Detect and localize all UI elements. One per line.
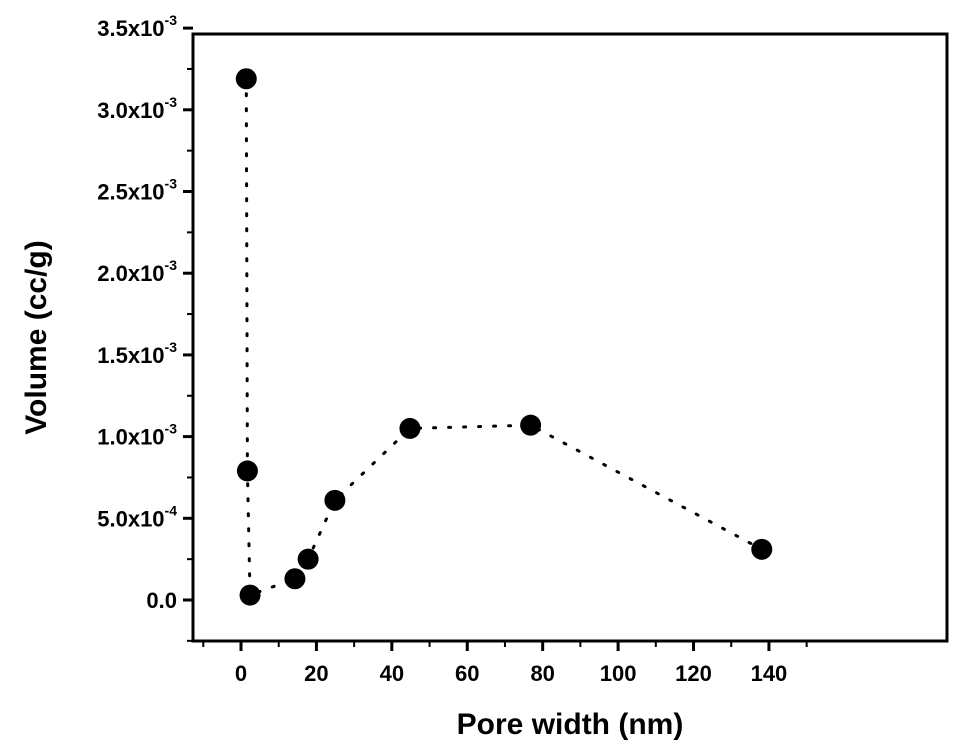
x-axis-title: Pore width (nm) <box>457 708 684 741</box>
x-axis-ticks: 0 20 40 60 80 100 120 140 <box>203 641 806 686</box>
data-point <box>284 568 305 589</box>
data-point <box>298 549 319 570</box>
data-point <box>240 585 261 606</box>
x-tick-label: 60 <box>455 661 479 686</box>
data-points <box>236 68 772 605</box>
connector-line <box>246 79 761 595</box>
x-tick-label: 140 <box>751 661 788 686</box>
x-tick-label: 100 <box>600 661 637 686</box>
x-tick-label: 80 <box>530 661 554 686</box>
data-point <box>324 490 345 511</box>
y-tick-label: 2.0x10-3 <box>97 257 177 286</box>
y-tick-label: 1.0x10-3 <box>97 421 177 450</box>
y-tick-label: 5.0x10-4 <box>97 502 177 531</box>
data-point <box>236 68 257 89</box>
x-tick-label: 120 <box>675 661 712 686</box>
x-tick-label: 40 <box>380 661 404 686</box>
dotted-connector <box>246 79 761 595</box>
y-axis-title: Volume (cc/g) <box>20 240 53 434</box>
y-tick-label: 1.5x10-3 <box>97 339 177 368</box>
y-tick-label: 0.0 <box>146 588 177 613</box>
y-tick-label: 3.0x10-3 <box>97 94 177 123</box>
x-tick-label: 20 <box>304 661 328 686</box>
y-tick-label: 2.5x10-3 <box>97 176 177 205</box>
x-tick-label: 0 <box>235 661 247 686</box>
data-point <box>399 418 420 439</box>
y-axis-ticks: 0.0 5.0x10-4 1.0x10-3 1.5x10-3 2.0x10-3 2.5x1… <box>97 12 193 641</box>
data-point <box>520 415 541 436</box>
data-point <box>237 460 258 481</box>
data-point <box>751 539 772 560</box>
y-tick-label: 3.5x10-3 <box>97 12 177 41</box>
